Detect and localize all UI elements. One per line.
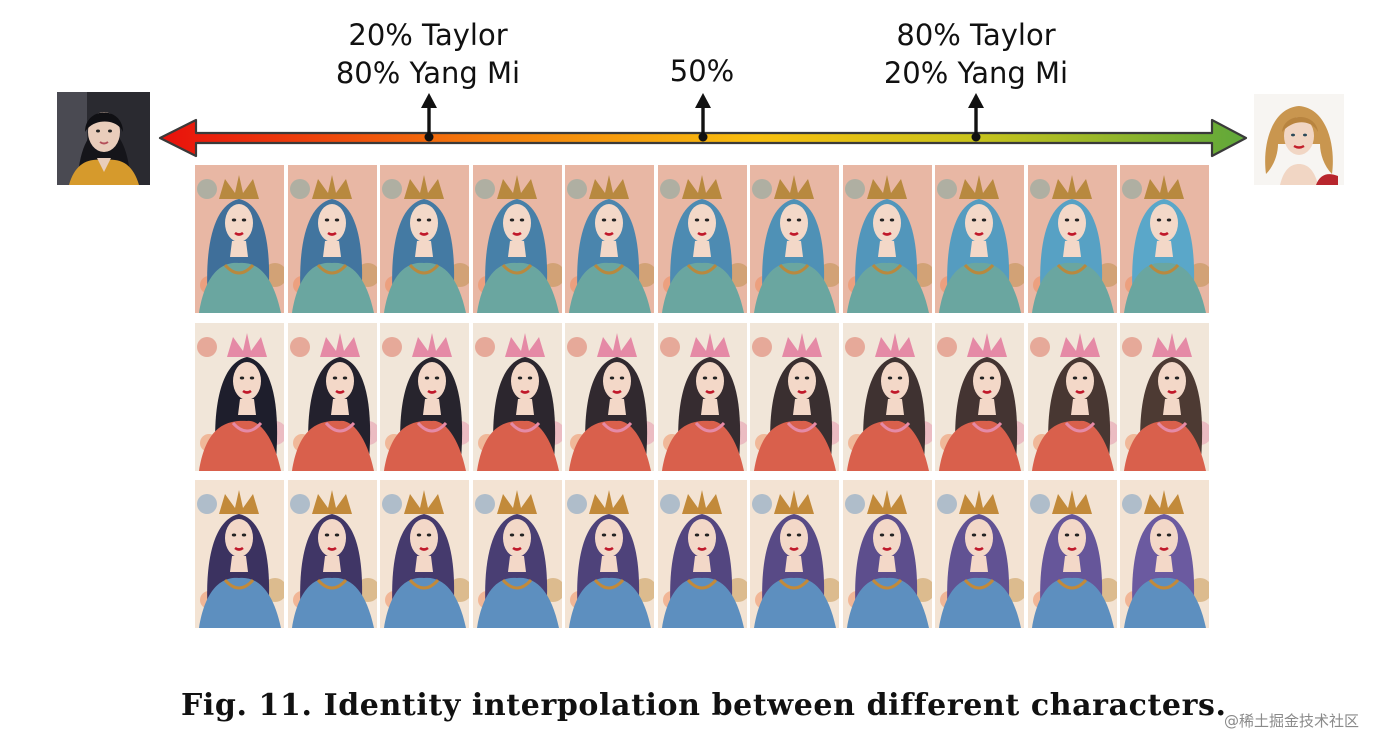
mark-label-20-line2: 80% Yang Mi <box>335 56 521 90</box>
painted-portrait-icon <box>750 165 839 313</box>
mark-label-80-line1: 80% Taylor <box>896 18 1056 52</box>
painted-portrait-icon <box>750 480 839 628</box>
painted-portrait-icon <box>473 323 562 471</box>
interpolation-tile <box>195 480 284 628</box>
interpolation-tile <box>195 323 284 471</box>
painted-portrait-icon <box>658 323 747 471</box>
painted-portrait-icon <box>658 480 747 628</box>
mark-label-20: 20% Taylor 80% Yang Mi <box>310 16 546 92</box>
interpolation-tile <box>843 323 932 471</box>
mark-arrow-20 <box>421 93 437 142</box>
painted-portrait-icon <box>1028 165 1117 313</box>
painted-portrait-icon <box>473 165 562 313</box>
painted-portrait-icon <box>1028 323 1117 471</box>
interpolation-tile <box>935 480 1024 628</box>
interpolation-tile <box>473 165 562 313</box>
painted-portrait-icon <box>195 323 284 471</box>
interpolation-tile <box>288 480 377 628</box>
interpolation-tile <box>750 165 839 313</box>
painted-portrait-icon <box>1120 323 1209 471</box>
interpolation-tile <box>288 165 377 313</box>
interpolation-tile <box>658 165 747 313</box>
painted-portrait-icon <box>565 480 654 628</box>
painted-portrait-icon <box>935 480 1024 628</box>
figure-caption: Fig. 11. Identity interpolation between … <box>181 688 1227 723</box>
left-portrait-photo <box>57 92 150 185</box>
painted-portrait-icon <box>750 323 839 471</box>
mark-label-80-line2: 20% Yang Mi <box>883 56 1069 90</box>
interpolation-tile <box>473 323 562 471</box>
painted-portrait-icon <box>288 323 377 471</box>
painted-portrait-icon <box>473 480 562 628</box>
interpolation-tile <box>380 323 469 471</box>
interpolation-tile <box>380 165 469 313</box>
interpolation-tile <box>565 165 654 313</box>
interpolation-tile <box>1028 480 1117 628</box>
interpolation-tile <box>473 480 562 628</box>
interpolation-tile <box>1120 323 1209 471</box>
interpolation-tile <box>565 323 654 471</box>
right-portrait-photo <box>1254 94 1344 185</box>
painted-portrait-icon <box>288 165 377 313</box>
painted-portrait-icon <box>1028 480 1117 628</box>
mark-arrow-50 <box>695 93 711 142</box>
interpolation-image-grid <box>195 165 1209 628</box>
painted-portrait-icon <box>380 480 469 628</box>
interpolation-tile <box>195 165 284 313</box>
interpolation-tile <box>1120 480 1209 628</box>
interpolation-tile <box>565 480 654 628</box>
interpolation-tile <box>750 480 839 628</box>
painted-portrait-icon <box>565 323 654 471</box>
portrait-photo-icon <box>1254 94 1344 185</box>
painted-portrait-icon <box>1120 165 1209 313</box>
painted-portrait-icon <box>843 165 932 313</box>
painted-portrait-icon <box>380 165 469 313</box>
painted-portrait-icon <box>658 165 747 313</box>
interpolation-tile <box>1028 323 1117 471</box>
mark-label-80: 80% Taylor 20% Yang Mi <box>858 16 1094 92</box>
interpolation-tile <box>288 323 377 471</box>
painted-portrait-icon <box>843 480 932 628</box>
interpolation-tile <box>1028 165 1117 313</box>
site-watermark: @稀土掘金技术社区 <box>1224 712 1360 730</box>
mark-label-20-line1: 20% Taylor <box>348 18 508 52</box>
interpolation-tile <box>935 165 1024 313</box>
interpolation-tile <box>658 323 747 471</box>
mark-label-50-line1: 50% <box>669 54 735 88</box>
interpolation-tile <box>843 480 932 628</box>
mark-arrow-80 <box>968 93 984 142</box>
painted-portrait-icon <box>1120 480 1209 628</box>
interpolation-tile <box>1120 165 1209 313</box>
interpolation-tile <box>843 165 932 313</box>
interpolation-scale <box>158 93 1248 158</box>
painted-portrait-icon <box>380 323 469 471</box>
interpolation-tile <box>658 480 747 628</box>
painted-portrait-icon <box>843 323 932 471</box>
painted-portrait-icon <box>195 480 284 628</box>
painted-portrait-icon <box>935 165 1024 313</box>
interpolation-tile <box>935 323 1024 471</box>
painted-portrait-icon <box>195 165 284 313</box>
portrait-photo-icon <box>57 92 150 185</box>
interpolation-tile <box>380 480 469 628</box>
interpolation-tile <box>750 323 839 471</box>
painted-portrait-icon <box>935 323 1024 471</box>
mark-label-50: 50% <box>622 52 782 90</box>
painted-portrait-icon <box>288 480 377 628</box>
painted-portrait-icon <box>565 165 654 313</box>
